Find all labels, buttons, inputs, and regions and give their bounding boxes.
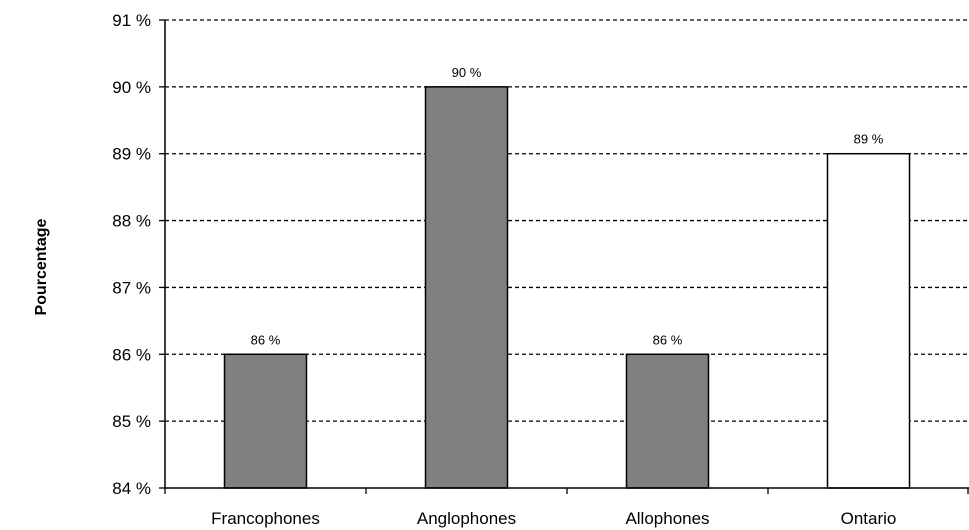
bar-francophones bbox=[223, 353, 308, 489]
x-tick-label: Allophones bbox=[625, 509, 709, 528]
y-tick-label: 89 % bbox=[112, 145, 151, 164]
bars bbox=[223, 86, 911, 489]
y-tick-label: 86 % bbox=[112, 345, 151, 364]
bar-anglophones bbox=[424, 86, 509, 489]
bar-allophones bbox=[625, 353, 710, 489]
data-label: 89 % bbox=[854, 132, 884, 147]
axes bbox=[159, 19, 969, 494]
y-tick-label: 87 % bbox=[112, 278, 151, 297]
data-label: 90 % bbox=[452, 65, 482, 80]
x-tick-label: Ontario bbox=[841, 509, 897, 528]
bar-ontario bbox=[826, 152, 911, 489]
y-tick-label: 90 % bbox=[112, 78, 151, 97]
x-tick-label: Anglophones bbox=[417, 509, 516, 528]
y-tick-label: 88 % bbox=[112, 212, 151, 231]
y-tick-label: 84 % bbox=[112, 479, 151, 498]
x-tick-label: Francophones bbox=[211, 509, 320, 528]
data-label: 86 % bbox=[251, 332, 281, 347]
y-tick-label: 85 % bbox=[112, 412, 151, 431]
labels: 84 % 85 % 86 % 87 % 88 % 89 % 90 % 91 % 86 % Fran… bbox=[112, 11, 896, 528]
y-tick-label: 91 % bbox=[112, 11, 151, 30]
y-axis-label: Pourcentage bbox=[33, 218, 50, 315]
data-label: 86 % bbox=[653, 332, 683, 347]
